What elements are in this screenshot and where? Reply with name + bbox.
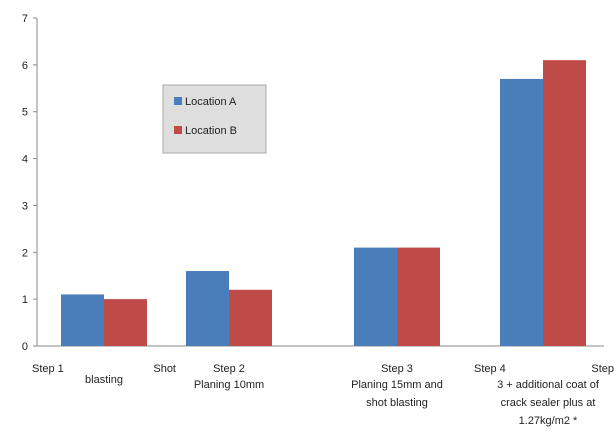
- y-tick-label: 4: [22, 154, 28, 166]
- x-category-label: Step: [591, 363, 614, 375]
- bar-location-b-2: [229, 289, 272, 346]
- y-tick-label: 3: [22, 200, 28, 212]
- legend: Location A Location B: [162, 84, 267, 154]
- x-category-label: 1.27kg/m2 *: [519, 415, 578, 427]
- y-tick-label: 0: [22, 341, 28, 353]
- legend-label-location-b: Location B: [185, 125, 237, 137]
- x-category-label: Step 4: [474, 363, 506, 375]
- x-axis-labels: Step 1 Shot blasting Step 2 Planing 10mm Step…: [32, 363, 614, 427]
- legend-label-location-a: Location A: [185, 96, 237, 108]
- y-tick-label: 6: [22, 60, 28, 72]
- legend-swatch-location-a: [174, 97, 182, 105]
- bar-location-a-2: [186, 271, 229, 346]
- bar-location-b-4: [543, 60, 586, 347]
- legend-swatch-location-b: [174, 126, 182, 134]
- x-category-label: Step 3: [381, 363, 413, 375]
- x-category-label: Shot: [153, 363, 176, 375]
- x-category-label: 3 + additional coat of: [497, 379, 600, 391]
- x-category-label: blasting: [85, 374, 123, 386]
- bar-location-b-3: [397, 247, 440, 346]
- y-tick-label: 1: [22, 294, 28, 306]
- x-category-label: crack sealer plus at: [501, 397, 596, 409]
- y-tick-label: 7: [22, 13, 28, 25]
- bars: [61, 60, 586, 347]
- x-category-label: Planing 15mm and: [351, 379, 443, 391]
- y-tick-label: 2: [22, 247, 28, 259]
- x-category-label: Planing 10mm: [194, 379, 264, 391]
- x-category-label: shot blasting: [366, 397, 428, 409]
- x-category-label: Step 2: [213, 363, 245, 375]
- bar-location-a-3: [354, 247, 397, 346]
- bar-location-a-1: [61, 294, 104, 346]
- y-axis-ticks: 0 1 2 3 4 5 6 7: [22, 13, 37, 353]
- bar-location-a-4: [500, 78, 543, 347]
- x-category-label: Step 1: [32, 363, 64, 375]
- legend-box: [162, 84, 267, 154]
- y-tick-label: 5: [22, 107, 28, 119]
- bar-location-b-1: [104, 299, 147, 346]
